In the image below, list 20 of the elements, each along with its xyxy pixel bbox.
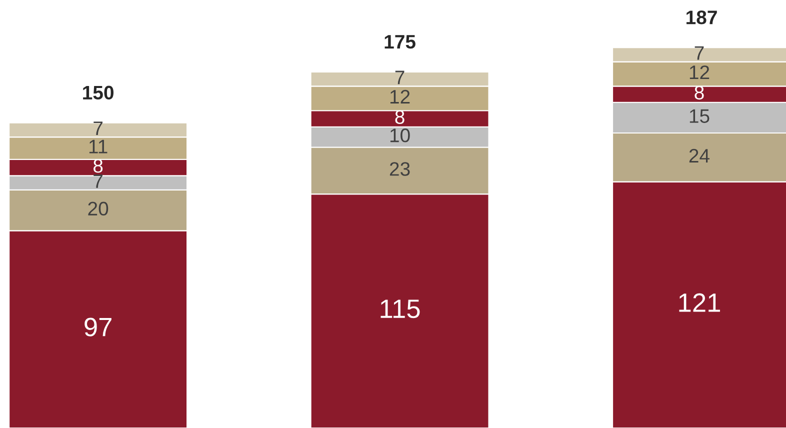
data-label: 97	[84, 318, 112, 336]
data-label: 7	[694, 46, 704, 60]
data-label: 121	[679, 293, 720, 312]
total-label: 175	[384, 35, 416, 49]
data-label: 10	[390, 128, 410, 142]
total-label: 187	[686, 10, 717, 24]
total-label: 150	[83, 86, 114, 100]
data-label: 23	[390, 162, 410, 176]
data-label: 15	[690, 109, 710, 123]
data-label: 8	[395, 110, 404, 124]
data-label: 7	[395, 70, 404, 84]
data-label: 24	[689, 148, 710, 162]
data-label: 20	[88, 202, 108, 216]
data-label: 12	[390, 90, 410, 104]
data-label: 11	[89, 140, 108, 154]
data-label: 7	[94, 174, 102, 188]
data-label: 12	[690, 65, 710, 80]
data-label: 115	[380, 300, 420, 318]
data-label: 7	[94, 122, 102, 135]
data-label: 8	[694, 86, 704, 100]
